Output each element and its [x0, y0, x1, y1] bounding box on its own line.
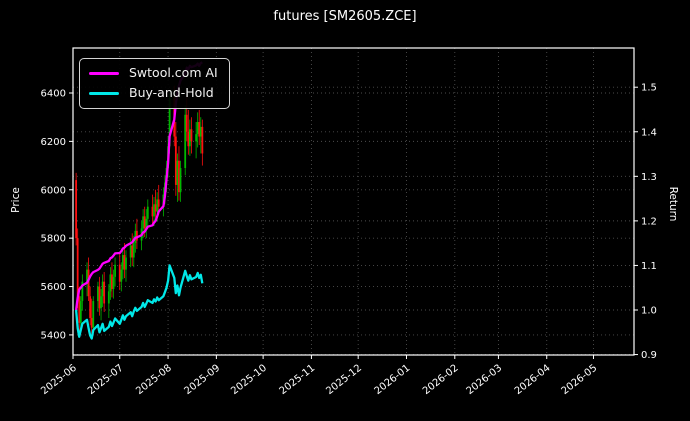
candle-down — [178, 160, 180, 193]
candle-down — [185, 114, 188, 132]
candle-up — [146, 206, 149, 219]
candle-down — [201, 126, 204, 154]
x-tick-label: 2025-07 — [86, 363, 126, 397]
price-tick-label: 5800 — [41, 234, 66, 245]
return-tick-label: 1.3 — [641, 172, 657, 183]
candle-down — [123, 255, 126, 270]
candle-down — [76, 238, 79, 297]
candle-down — [190, 129, 193, 142]
candle-down — [198, 122, 201, 137]
candle-up — [184, 114, 187, 168]
candle-down — [143, 216, 146, 229]
price-tick-label: 5600 — [41, 282, 66, 293]
x-tick-label: 2026-03 — [465, 363, 505, 397]
chart-title: futures [SM2605.ZCE] — [273, 9, 417, 24]
candle-up — [176, 160, 179, 185]
legend-item-bh: Buy-and-Hold — [89, 85, 219, 101]
candle-up — [112, 276, 115, 289]
candle-down — [131, 245, 134, 258]
candle-down — [78, 296, 81, 323]
candle-up — [120, 269, 123, 282]
x-tick-label: 2025-08 — [134, 363, 174, 397]
candle-down — [87, 269, 90, 297]
return-tick-label: 1.1 — [641, 261, 657, 272]
candle-up — [107, 291, 110, 304]
return-tick-label: 0.9 — [641, 350, 657, 361]
candle-up — [79, 301, 82, 323]
candle-down — [90, 317, 93, 328]
candle-up — [101, 281, 104, 297]
candle-up — [132, 242, 135, 258]
x-tick-label: 2025-09 — [183, 363, 223, 397]
legend-label-bh: Buy-and-Hold — [129, 85, 214, 101]
candle-up — [125, 257, 127, 270]
price-tick-label: 6200 — [41, 137, 66, 148]
legend: Swtool.com AI Buy-and-Hold — [79, 58, 230, 109]
x-tick-label: 2026-04 — [513, 363, 553, 397]
candle-down — [135, 230, 138, 241]
price-tick-label: 6000 — [41, 185, 66, 196]
candle-up — [168, 97, 171, 147]
candle-up — [199, 126, 202, 137]
x-tick-label: 2025-11 — [278, 363, 318, 397]
return-tick-label: 1.4 — [641, 127, 657, 138]
candle-down — [98, 286, 101, 309]
candle-up — [109, 274, 112, 292]
x-tick-label: 2026-05 — [560, 363, 600, 397]
ai-line-swatch — [89, 71, 119, 75]
candle-down — [187, 131, 190, 147]
y-axis-label-price: Price — [10, 187, 22, 213]
return-tick-label: 1.5 — [641, 83, 657, 94]
candle-down — [118, 264, 121, 282]
candle-up — [97, 286, 99, 302]
price-tick-label: 6400 — [41, 88, 66, 99]
candle-down — [154, 204, 157, 212]
candle-up — [196, 122, 199, 135]
candle-up — [129, 245, 132, 258]
candle-down — [157, 199, 160, 207]
candle-up — [114, 264, 116, 277]
candle-down — [151, 206, 154, 217]
return-tick-label: 1.2 — [641, 216, 657, 227]
candle-down — [103, 281, 106, 304]
bh-return-line — [74, 264, 204, 340]
candle-down — [174, 136, 177, 185]
candle-up — [100, 296, 102, 309]
return-tick-label: 1.0 — [641, 305, 657, 316]
x-tick-label: 2026-01 — [373, 363, 413, 397]
candle-up — [81, 281, 84, 302]
x-tick-label: 2026-02 — [421, 363, 461, 397]
candle-up — [145, 218, 148, 229]
legend-label-ai: Swtool.com AI — [129, 65, 218, 80]
candle-up — [195, 134, 198, 142]
price-tick-label: 5400 — [41, 330, 66, 341]
candle-up — [156, 199, 159, 212]
candle-down — [111, 274, 113, 289]
x-tick-label: 2025-12 — [324, 363, 364, 397]
candle-up — [188, 129, 191, 147]
candle-up — [121, 255, 124, 270]
plot-border — [72, 47, 635, 356]
candle-up — [179, 167, 182, 193]
legend-item-ai: Swtool.com AI — [89, 65, 219, 81]
candle-up — [142, 216, 145, 229]
bh-line-swatch — [89, 91, 119, 95]
x-tick-label: 2025-06 — [39, 363, 79, 397]
x-tick-label: 2025-10 — [229, 363, 269, 397]
candle-down — [75, 180, 78, 239]
candle-up — [86, 269, 88, 282]
y-axis-label-return: Return — [667, 186, 679, 222]
candle-up — [92, 301, 95, 328]
candle-down — [89, 296, 92, 318]
candle-up — [153, 204, 155, 217]
